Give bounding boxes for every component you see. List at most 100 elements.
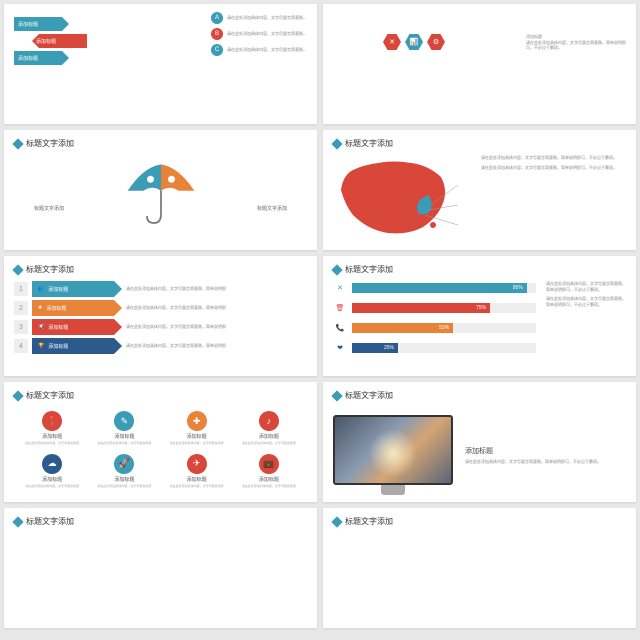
option-icon: B [211,28,223,40]
arrow-item: 添加标题 [14,17,69,31]
title-text: 标题文字添加 [26,390,74,401]
diamond-icon [12,390,23,401]
slide-title-7: 标题文字添加 [14,390,307,401]
icon-subtitle: 请在此处添加具体内容，文字尽量言简意 [25,442,79,446]
chev-icon: 🏆 [38,343,44,349]
row-desc: 请在此处添加具体内容，文字尽量言简意赅，简单说明即 [126,305,307,310]
chev-label: 添加标题 [48,286,68,293]
bars-body-1: 请在此处添加具体内容，文字尽量言简意赅，简单说明即可，不必过于繁琐。 [546,281,626,293]
monitor-title: 添加标题 [465,446,626,456]
icon-title: 添加标题 [42,476,62,483]
row-number: 3 [14,320,28,334]
umbrella-svg [116,160,206,230]
list-row: 3 📢添加标题请在此处添加具体内容，文字尽量言简意赅，简单说明即 [14,319,307,335]
chevron-bar: 🏆 添加标题 [32,338,122,354]
diamond-icon [12,138,23,149]
row-number: 1 [14,282,28,296]
slide-title-3: 标题文字添加 [14,138,307,149]
title-text: 标题文字添加 [345,516,393,527]
arrow-item: 添加标题 [32,34,87,48]
bar-icon: 🗑 [333,301,347,315]
diamond-icon [331,264,342,275]
bar-row: ❤25% [333,341,536,355]
bar-icon: ❤ [333,341,347,355]
title-text: 标题文字添加 [26,138,74,149]
hex-icon: ⚙ [427,34,445,50]
bar-track: 55% [352,323,536,333]
icon-circle: 📍 [42,411,62,431]
icon-circle: ♪ [259,411,279,431]
option-text: 请在此处添加具体内容，文字尽量言简意赅， [227,31,307,37]
monitor-device [333,415,453,495]
chev-icon: 📢 [38,324,44,330]
icon-subtitle: 请在此处添加具体内容，文字尽量言简意 [97,485,151,489]
icon-circle: 🚀 [114,454,134,474]
arrow-item: 添加标题 [14,51,69,65]
icon-title: 添加标题 [114,433,134,440]
diamond-icon [12,516,23,527]
bar-fill: 75% [352,303,490,313]
option-text: 请在此处添加具体内容，文字尽量言简意赅， [227,15,307,21]
china-map [333,155,473,245]
option-icon: A [211,12,223,24]
bar-row: 📞55% [333,321,536,335]
slide-icons: 标题文字添加 📍添加标题请在此处添加具体内容，文字尽量言简意✎添加标题请在此处添… [4,382,317,502]
row-number: 2 [14,301,28,315]
chev-icon: ✚ [38,305,42,311]
icon-subtitle: 请在此处添加具体内容，文字尽量言简意 [242,442,296,446]
slide-title-5: 标题文字添加 [14,264,307,275]
icons-grid: 📍添加标题请在此处添加具体内容，文字尽量言简意✎添加标题请在此处添加具体内容，文… [14,407,307,492]
list-row: 4 🏆 添加标题 请在此处添加具体内容，文字尽量言简意赅，简单说明即 [14,338,307,354]
chev-icon: 👥 [38,286,44,292]
icon-title: 添加标题 [187,476,207,483]
option-text: 请在此处添加具体内容，文字尽量言简意赅， [227,47,307,53]
option-item: A 请在此处添加具体内容，文字尽量言简意赅， [211,12,307,24]
icon-item: ♪添加标题请在此处添加具体内容，文字尽量言简意 [239,411,299,446]
slide-bars: 标题文字添加 ✕ 95% 🗑 75% 📞55% ❤25% 请在此处添加具体内容，文字尽量言… [323,256,636,376]
chevron-bar: 📢添加标题 [32,319,122,335]
icon-item: 💼添加标题请在此处添加具体内容，文字尽量言简意 [239,454,299,489]
option-item: C请在此处添加具体内容，文字尽量言简意赅， [211,44,307,56]
bar-row: ✕ 95% [333,281,536,295]
slide-list: 标题文字添加 1👥添加标题请在此处添加具体内容，文字尽量言简意赅，简单说明即2✚… [4,256,317,376]
map-body-2: 请在此处添加具体内容，文字尽量言简意赅，简单说明即可，不必过于繁琐。 [481,165,626,171]
slide-hex: ✕📊⚙ 添加标题 请在此处添加具体内容，文字尽量言简意赅，简单说明即可，不必过于… [323,4,636,124]
slide-umbrella: 标题文字添加 标题文字添加 标题文字添加 [4,130,317,250]
row-desc: 请在此处添加具体内容，文字尽量言简意赅，简单说明即 [126,343,307,348]
diamond-icon [331,138,342,149]
list-row: 1 👥 添加标题 请在此处添加具体内容，文字尽量言简意赅，简单说明即 [14,281,307,297]
bars-column: ✕ 95% 🗑 75% 📞55% ❤25% [333,281,536,355]
slide-monitor: 标题文字添加 添加标题 请在此处添加具体内容，文字尽量言简意赅，简单说明即可，不… [323,382,636,502]
monitor-body: 请在此处添加具体内容，文字尽量言简意赅，简单说明即可，不必过于繁琐。 [465,459,626,465]
chevron-bar: ✚添加标题 [32,300,122,316]
bar-row: 🗑 75% [333,301,536,315]
slide-title-10: 标题文字添加 [333,516,626,527]
icon-title: 添加标题 [259,476,279,483]
icon-item: 📍添加标题请在此处添加具体内容，文字尽量言简意 [22,411,82,446]
row-number: 4 [14,339,28,353]
icon-title: 添加标题 [187,433,207,440]
icon-item: ✈添加标题请在此处添加具体内容，文字尽量言简意 [167,454,227,489]
arrows-diagram: 添加标题添加标题添加标题 [14,12,114,82]
map-body-1: 请在此处添加具体内容，文字尽量言简意赅，简单说明即可，不必过于繁琐。 [481,155,626,161]
icon-item: ✚添加标题请在此处添加具体内容，文字尽量言简意 [167,411,227,446]
title-text: 标题文字添加 [345,264,393,275]
hex-icon: 📊 [405,34,423,50]
slide-title-9: 标题文字添加 [14,516,307,527]
slide-title-6: 标题文字添加 [333,264,626,275]
chev-label: 添加标题 [48,343,68,350]
row-desc: 请在此处添加具体内容，文字尽量言简意赅，简单说明即 [126,286,307,291]
bar-fill: 95% [352,283,527,293]
diamond-icon [12,264,23,275]
bars-body-2: 请在此处添加具体内容，文字尽量言简意赅，简单说明即可，不必过于繁琐。 [546,296,626,308]
slide-9: 标题文字添加 [4,508,317,628]
icon-circle: ✈ [187,454,207,474]
icon-circle: ☁ [42,454,62,474]
icon-subtitle: 请在此处添加具体内容，文字尽量言简意 [242,485,296,489]
row-desc: 请在此处添加具体内容，文字尽量言简意赅，简单说明即 [126,324,307,329]
icon-item: ☁添加标题请在此处添加具体内容，文字尽量言简意 [22,454,82,489]
slide-title-4: 标题文字添加 [333,138,626,149]
bar-icon: ✕ [333,281,347,295]
diamond-icon [331,516,342,527]
chevron-list: 1👥添加标题请在此处添加具体内容，文字尽量言简意赅，简单说明即2✚添加标题请在此… [14,281,307,354]
